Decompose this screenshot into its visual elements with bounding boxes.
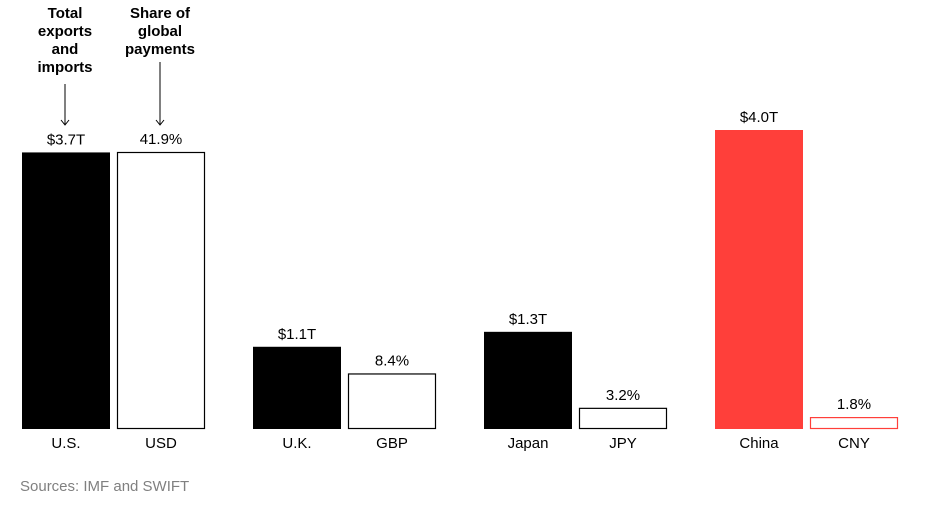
category-label-gbp: GBP [376, 435, 408, 452]
bar-trade-uk [253, 346, 341, 429]
value-label-share-gbp: 8.4% [375, 352, 409, 369]
share-of-global-payments-header: Share of global payments [124, 5, 196, 58]
bar-share-jpy [578, 407, 668, 430]
bar-share-cny [809, 417, 899, 430]
bar-trade-japan [484, 331, 572, 429]
value-label-trade-uk: $1.1T [278, 326, 316, 343]
category-label-us: U.S. [51, 435, 80, 452]
category-label-jpy: JPY [609, 435, 637, 452]
value-label-share-usd: 41.9% [140, 131, 183, 148]
value-label-trade-japan: $1.3T [509, 311, 547, 328]
category-label-japan: Japan [508, 435, 549, 452]
bar-trade-us [22, 152, 110, 430]
category-label-usd: USD [145, 435, 177, 452]
arrow-exports-imports [60, 84, 70, 126]
arrow-global-payments [155, 62, 165, 126]
category-label-cny: CNY [838, 435, 870, 452]
category-label-uk: U.K. [282, 435, 311, 452]
bar-share-usd [116, 151, 206, 430]
source-note: Sources: IMF and SWIFT [20, 478, 190, 495]
value-label-share-cny: 1.8% [837, 396, 871, 413]
bar-share-gbp [347, 373, 437, 430]
value-label-share-jpy: 3.2% [606, 387, 640, 404]
bar-trade-china [715, 130, 803, 429]
category-label-china: China [739, 435, 779, 452]
total-exports-imports-header: Total exports and imports [37, 5, 93, 76]
value-label-trade-china: $4.0T [740, 109, 778, 126]
value-label-trade-us: $3.7T [47, 131, 85, 148]
